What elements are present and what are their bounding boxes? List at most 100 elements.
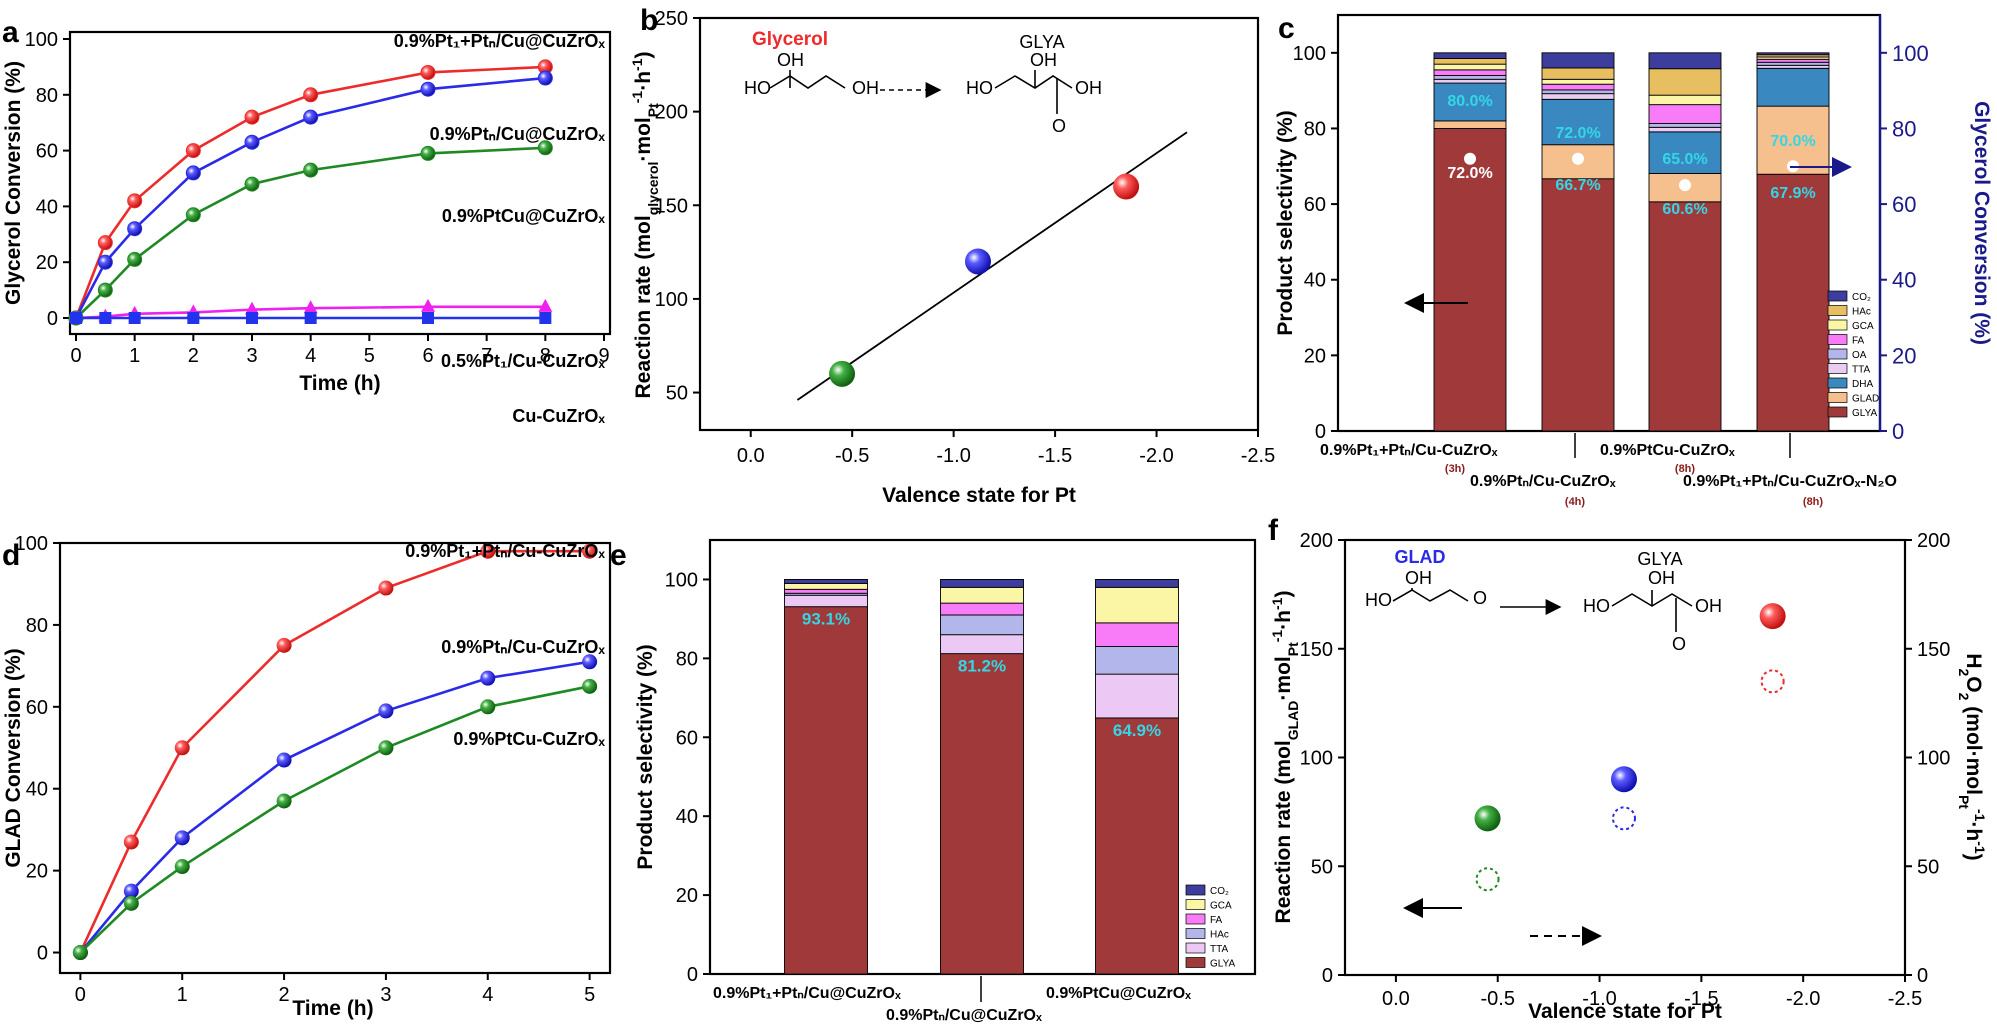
- legend-swatch-c-co2: [1827, 290, 1848, 302]
- e-bar-segment-fa: [940, 602, 1024, 616]
- rate-point-f: [1610, 766, 1637, 793]
- scheme-reactant-b: Glycerol: [752, 29, 828, 50]
- h2o2-point-f: [1611, 806, 1636, 831]
- panel-a: a 0 1 2 3 4 5 6 7 8 9 0 20 40 60 80 100 Time (h) Glycer…: [2, 16, 612, 426]
- legend-c: CO₂ HAc GCA FA OA TTA DHA GLAD GLYA: [1827, 290, 1879, 419]
- series-line-a-0: [74, 65, 546, 319]
- data-point-a: [303, 300, 318, 314]
- legend-swatch-e-fa: [1185, 913, 1206, 925]
- y-axis-label-c: Product selectivity (%): [1274, 110, 1297, 335]
- c-bar-segment-gca: [1648, 94, 1722, 106]
- scheme-oh-b2: OH: [852, 78, 879, 98]
- legend-label-d-green: 0.9%PtCu-CuZrOₓ: [453, 729, 605, 749]
- legend-label-e-tta: TTA: [1210, 944, 1228, 955]
- series-group-a: [68, 59, 553, 326]
- y-tick-label-f: 100: [1300, 748, 1333, 770]
- data-point-d: [174, 740, 190, 756]
- data-point-a: [420, 64, 436, 80]
- y-axis-label-right-c: Glycerol Conversion (%): [1970, 101, 1993, 345]
- points-group-b: [796, 131, 1188, 401]
- scheme-bond-f1: [1392, 589, 1469, 602]
- x-tick-label-d: 4: [482, 984, 493, 1006]
- c-bar-segment-dha: [1756, 67, 1830, 107]
- y-tick-label-b: 250: [655, 8, 688, 30]
- scheme-o-f1: O: [1473, 588, 1487, 608]
- legend-e: CO₂ GCA FA HAc TTA GLYA: [1185, 884, 1236, 970]
- y-tick-label-e: 20: [676, 885, 698, 907]
- time-label-c-2: (8h): [1675, 463, 1696, 475]
- panel-label-a: a: [2, 16, 19, 49]
- category-label-c-0: 0.9%Pt₁+Ptₙ/Cu-CuZrOₓ: [1320, 442, 1498, 459]
- c-bar-segment-oa: [1541, 89, 1615, 95]
- x-axis-label-a: Time (h): [299, 372, 380, 395]
- axes-ticks-e: 0 20 40 60 80 100: [665, 569, 710, 986]
- c-bar-segment-oa: [1433, 75, 1507, 80]
- c-bar-segment-co2: [1756, 52, 1830, 56]
- e-bar-segment-gca: [1095, 586, 1179, 624]
- scheme-oh-f1: OH: [1405, 568, 1432, 588]
- legend-label-c-oa: OA: [1852, 350, 1867, 361]
- c-bar-segment-glya: [1648, 201, 1722, 432]
- axes-frame-d: [58, 541, 612, 975]
- y-tick-label-right-f: 200: [1917, 530, 1950, 552]
- legend-swatch-e-gca: [1185, 899, 1206, 910]
- panel-c: c 0 0 20 20 40 40 60 60 80 80 100 100 80.0% 72.0% 65.…: [1274, 12, 1993, 508]
- data-point-a: [304, 312, 317, 324]
- data-point-d: [582, 543, 598, 559]
- data-point-a: [303, 109, 319, 125]
- legend-label-e-glya: GLYA: [1210, 959, 1236, 970]
- scheme-ho-b1: HO: [744, 78, 771, 98]
- data-point-a: [537, 70, 553, 86]
- legend-label-d-red: 0.9%Pt₁+Ptₙ/Cu-CuZrOₓ: [405, 541, 605, 561]
- scheme-product-f: GLYA: [1637, 549, 1682, 569]
- e-bar-segment-hac: [940, 614, 1024, 636]
- e-bar-segment-glya: [1095, 717, 1179, 975]
- data-point-a: [127, 251, 143, 267]
- legend-swatch-c-gca: [1827, 319, 1848, 331]
- x-tick-label-a: 0: [70, 345, 81, 367]
- panel-d: d 0 1 2 3 4 5 0 20 40 60 80 100 Time (h) GLAD Conve…: [2, 533, 612, 1020]
- series-group-d: [72, 543, 598, 961]
- bar-label-top-c: 70.0%: [1770, 133, 1815, 150]
- legend-swatch-c-dha: [1827, 377, 1848, 389]
- panel-label-d: d: [2, 539, 20, 572]
- scheme-oh-b1: OH: [777, 50, 804, 70]
- category-label-e-1: 0.9%Ptₙ/Cu@CuZrOₓ: [886, 1007, 1042, 1024]
- y-tick-label-d: 0: [37, 943, 48, 965]
- y-tick-label-f: 0: [1322, 965, 1333, 987]
- y-tick-label-a: 0: [47, 308, 58, 330]
- data-point-a: [537, 140, 553, 156]
- c-bar-segment-gca: [1433, 63, 1507, 71]
- y-tick-label-right-f: 0: [1917, 965, 1928, 987]
- series-line-d-2: [79, 685, 590, 954]
- e-bar-segment-tta: [1095, 673, 1179, 719]
- legend-label-c-hac: HAc: [1852, 307, 1871, 318]
- x-tick-label-d: 3: [380, 984, 391, 1006]
- y-tick-label-d: 20: [26, 861, 48, 883]
- scheme-oh-b3: OH: [1030, 50, 1057, 70]
- conversion-point-c: [1572, 152, 1584, 165]
- data-point-a: [421, 298, 435, 312]
- data-point-a: [244, 109, 260, 125]
- category-label-c-3: 0.9%Pt₁+Ptₙ/Cu-CuZrOₓ-N₂O: [1683, 473, 1897, 490]
- y-tick-label-d: 60: [26, 697, 48, 719]
- x-tick-label-a: 9: [598, 345, 609, 367]
- bar-label-e: 64.9%: [1113, 721, 1161, 740]
- data-point-d: [276, 637, 292, 653]
- legend-swatch-c-oa: [1827, 348, 1848, 360]
- data-point-a: [246, 312, 258, 324]
- data-point-a: [244, 176, 260, 192]
- scheme-reactant-f: GLAD: [1395, 547, 1446, 567]
- x-tick-label-d: 1: [177, 984, 188, 1006]
- legend-label-c-glya: GLYA: [1852, 408, 1878, 419]
- points-group-f: [1474, 603, 1786, 892]
- x-tick-label-f: -1.0: [1582, 988, 1616, 1010]
- x-tick-label-f: -1.5: [1684, 988, 1718, 1010]
- x-tick-label-b: -2.5: [1241, 445, 1275, 467]
- y-tick-label-right-c: 100: [1892, 41, 1929, 66]
- y-tick-label-e: 60: [676, 727, 698, 749]
- bar-label-glya-c: 72.0%: [1447, 165, 1492, 182]
- scheme-product-b: GLYA: [1019, 32, 1064, 52]
- data-point-d: [276, 793, 292, 809]
- data-point-d: [480, 699, 496, 715]
